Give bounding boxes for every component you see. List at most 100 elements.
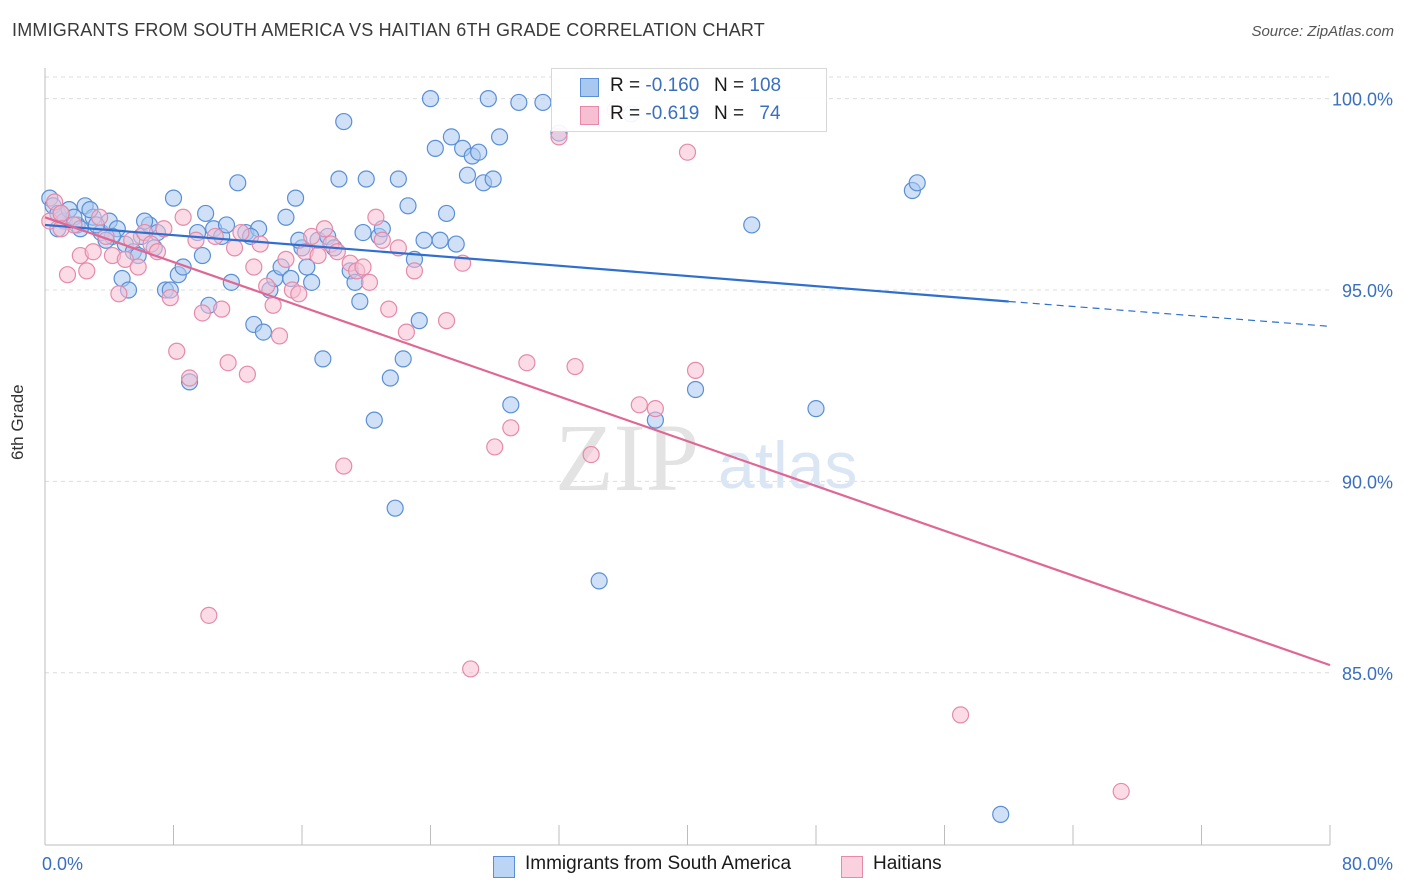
trend-lines bbox=[44, 216, 1331, 667]
haitians-point bbox=[1112, 782, 1130, 801]
south-america-point bbox=[351, 292, 369, 311]
haitians-point bbox=[315, 220, 334, 238]
correlation-legend: R = -0.160 N = 108 R = -0.619 N = 74 bbox=[551, 68, 827, 132]
south-america-point bbox=[458, 166, 477, 184]
y-tick-label: 85.0% bbox=[1342, 664, 1393, 684]
haitians-point bbox=[219, 354, 237, 372]
haitians-point bbox=[686, 361, 705, 379]
legend-label-south-america: Immigrants from South America bbox=[525, 853, 792, 874]
haitians-point bbox=[303, 227, 321, 246]
south-america-point bbox=[277, 208, 295, 226]
haitians-point bbox=[335, 457, 353, 475]
south-america-point bbox=[807, 400, 825, 418]
haitians-point bbox=[462, 660, 480, 678]
haitians-point bbox=[180, 369, 199, 387]
south-america-point bbox=[510, 93, 528, 112]
r-label: R = bbox=[610, 103, 641, 124]
haitians-point bbox=[397, 323, 416, 341]
south-america-point bbox=[437, 204, 456, 223]
south-america-point bbox=[590, 572, 608, 590]
legend-r-south-america: R = -0.160 bbox=[610, 75, 699, 97]
haitians-point bbox=[206, 227, 224, 246]
legend-row-haitians: R = -0.619 N = 74 bbox=[552, 100, 826, 128]
south-america-point bbox=[314, 350, 332, 368]
south-america-point bbox=[484, 170, 502, 188]
haitians-point bbox=[646, 400, 664, 418]
haitians-point bbox=[232, 223, 250, 242]
haitians-point bbox=[678, 143, 697, 161]
haitians-point bbox=[78, 262, 96, 280]
legend-n-haitians: N = 74 bbox=[714, 103, 781, 125]
haitians-point bbox=[238, 365, 256, 383]
legend-n-south-america: N = 108 bbox=[714, 75, 781, 97]
haitians-point bbox=[129, 258, 147, 276]
chart-title: IMMIGRANTS FROM SOUTH AMERICA VS HAITIAN… bbox=[12, 20, 766, 40]
south-america-point bbox=[447, 235, 465, 253]
haitians-point bbox=[328, 243, 346, 261]
n-value: 108 bbox=[749, 75, 782, 96]
south-america-point bbox=[335, 112, 353, 131]
south-america-point bbox=[421, 90, 440, 108]
y-tick-label: 95.0% bbox=[1342, 281, 1393, 301]
haitians-point bbox=[277, 250, 295, 268]
series-legend: Immigrants from South America Haitians bbox=[0, 851, 1406, 879]
south-america-trend-extension bbox=[1008, 300, 1331, 327]
south-america-point bbox=[534, 93, 552, 112]
south-america-point bbox=[365, 411, 383, 429]
legend-label-haitians: Haitians bbox=[873, 853, 942, 874]
haitians-point bbox=[161, 289, 179, 307]
r-value: -0.619 bbox=[645, 103, 700, 124]
n-value: 74 bbox=[759, 103, 781, 124]
haitians-point bbox=[502, 419, 520, 437]
haitians-point bbox=[951, 706, 970, 724]
south-america-point bbox=[164, 189, 183, 207]
x-tick-label: 0.0% bbox=[42, 854, 83, 874]
haitians-point bbox=[193, 304, 212, 322]
watermark-atlas: atlas bbox=[718, 428, 857, 502]
south-america-point bbox=[394, 350, 412, 368]
haitians-point bbox=[155, 220, 173, 238]
haitians-point bbox=[52, 204, 70, 223]
south-america-point bbox=[490, 128, 509, 146]
haitians-point bbox=[367, 208, 385, 226]
haitians-point bbox=[518, 354, 536, 372]
south-america-point bbox=[357, 170, 375, 188]
tick-labels: 85.0% 90.0% 95.0% 100.0% 0.0% 80.0% bbox=[42, 90, 1393, 874]
legend-swatch-blue bbox=[580, 78, 599, 97]
south-america-point bbox=[386, 499, 404, 517]
south-america-point bbox=[254, 323, 273, 341]
south-america-point bbox=[330, 170, 348, 188]
legend-r-haitians: R = -0.619 bbox=[610, 103, 699, 125]
haitians-point bbox=[630, 396, 648, 414]
south-america-point bbox=[479, 90, 497, 108]
south-america-point bbox=[193, 246, 212, 265]
watermark-zip: ZIP bbox=[555, 404, 699, 511]
n-label: N = bbox=[714, 75, 745, 96]
haitians-point bbox=[373, 231, 391, 249]
haitians-point bbox=[270, 327, 289, 345]
haitians-point bbox=[225, 239, 244, 257]
r-label: R = bbox=[610, 75, 641, 96]
haitians-point bbox=[290, 285, 308, 303]
south-america-point bbox=[399, 197, 417, 215]
south-america-point bbox=[217, 216, 236, 234]
legend-row-south-america: R = -0.160 N = 108 bbox=[552, 72, 826, 100]
haitians-point bbox=[486, 438, 504, 456]
south-america-point bbox=[415, 231, 433, 249]
haitians-point bbox=[91, 208, 109, 226]
haitians-point bbox=[110, 285, 128, 303]
south-america-point bbox=[743, 216, 761, 234]
haitians-point bbox=[187, 231, 205, 249]
y-tick-label: 100.0% bbox=[1332, 90, 1393, 110]
haitians-point bbox=[437, 312, 456, 330]
haitians-point bbox=[360, 273, 379, 291]
haitians-point bbox=[354, 258, 372, 276]
haitians-point bbox=[174, 208, 192, 226]
series-south-america-points bbox=[41, 90, 1010, 823]
n-label: N = bbox=[714, 103, 745, 124]
haitians-point bbox=[84, 243, 102, 261]
haitians-point bbox=[405, 262, 424, 280]
haitians-point bbox=[309, 246, 327, 265]
south-america-point bbox=[197, 204, 215, 223]
